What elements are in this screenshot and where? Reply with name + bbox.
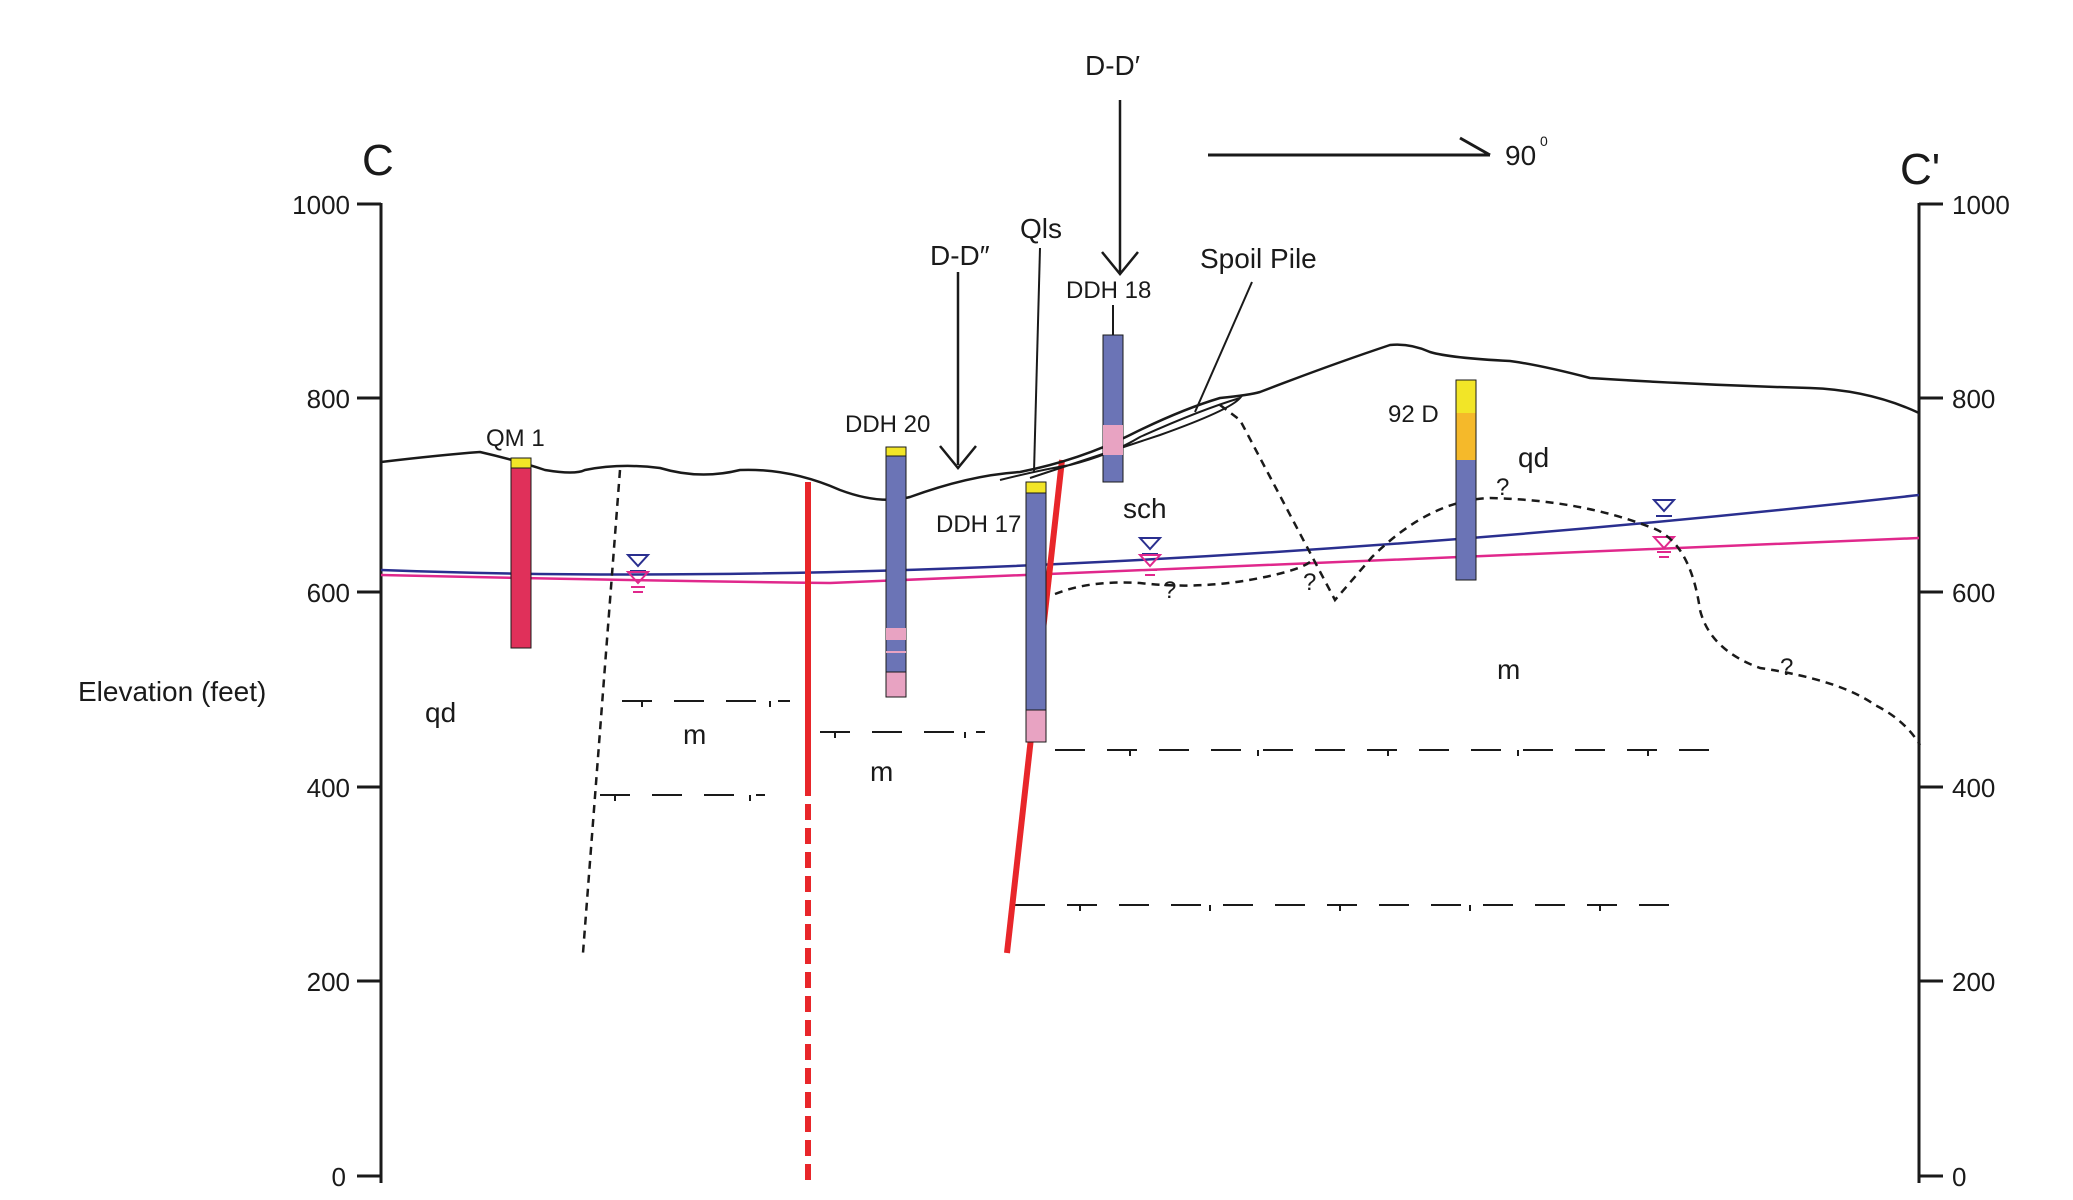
drill-hole-label: 92 D <box>1388 401 1439 428</box>
right-tick-1000: 1000 <box>1952 190 2010 220</box>
water-table-pink <box>380 536 1920 585</box>
right-tick-800: 800 <box>1952 384 1995 414</box>
callout-label: D-D″ <box>930 240 990 271</box>
right-tick-0: 0 <box>1952 1162 1966 1192</box>
callout-label: Qls <box>1020 213 1062 244</box>
unit-label-m: m <box>870 756 893 787</box>
callout-label: Spoil Pile <box>1200 243 1317 274</box>
water-table-blue <box>380 493 1920 576</box>
unknown-marker: ? <box>1780 654 1793 681</box>
drill-hole-92d <box>1455 379 1477 581</box>
drill-hole-label: DDH 18 <box>1066 277 1151 304</box>
water-table-symbol <box>1137 537 1163 576</box>
unit-label-qd: qd <box>1518 442 1549 473</box>
left-tick-600: 600 <box>307 578 350 608</box>
left-tick-200: 200 <box>307 967 350 997</box>
left-tick-0: 0 <box>332 1162 346 1192</box>
unit-label-qd: qd <box>425 697 456 728</box>
azimuth-label: 90 <box>1505 140 1536 171</box>
drill-hole-label: QM 1 <box>486 425 545 452</box>
axis-title: Elevation (feet) <box>78 676 266 707</box>
right-tick-400: 400 <box>1952 773 1995 803</box>
right-tick-600: 600 <box>1952 578 1995 608</box>
contact-ticks <box>614 701 1649 911</box>
unknown-marker: ? <box>1496 474 1509 501</box>
azimuth-degree: 0 <box>1540 133 1548 149</box>
ground-surface <box>380 343 1920 502</box>
unit-label-m: m <box>1497 654 1520 685</box>
callout-dd-prime <box>1101 100 1139 276</box>
section-label-left: C <box>362 136 394 185</box>
drill-hole-ddh17 <box>1025 481 1047 743</box>
contact-line <box>600 700 1730 906</box>
drill-hole-ddh18 <box>1102 305 1124 483</box>
water-table-symbol <box>625 554 651 593</box>
drill-hole-qm1 <box>510 457 532 649</box>
left-tick-400: 400 <box>307 773 350 803</box>
right-axis <box>1917 202 1943 1183</box>
drill-hole-label: DDH 20 <box>845 411 930 438</box>
drill-hole-label: DDH 17 <box>936 511 1021 538</box>
callout-spoil-leader <box>1194 281 1253 413</box>
unit-label-m: m <box>683 719 706 750</box>
left-axis <box>357 202 383 1183</box>
callout-dd-double-prime <box>939 272 977 470</box>
unit-label-sch: sch <box>1123 493 1167 524</box>
left-tick-1000: 1000 <box>292 190 350 220</box>
drill-hole-ddh20 <box>885 446 907 698</box>
contact-dashed <box>581 404 1922 954</box>
azimuth-arrow <box>1208 136 1491 157</box>
unknown-marker: ? <box>1303 569 1316 596</box>
section-label-right: C' <box>1900 145 1940 194</box>
left-tick-800: 800 <box>307 384 350 414</box>
callout-qls-leader <box>1033 247 1041 473</box>
right-tick-200: 200 <box>1952 967 1995 997</box>
callout-label: D-D′ <box>1085 50 1140 81</box>
landslide-surface <box>999 396 1243 481</box>
unknown-marker: ? <box>1163 577 1176 604</box>
water-table-symbol <box>1651 499 1677 558</box>
